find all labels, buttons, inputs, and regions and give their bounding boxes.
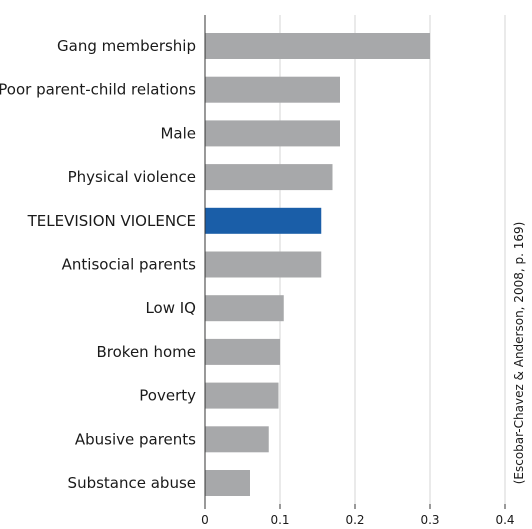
bar xyxy=(205,208,321,234)
category-label: Antisocial parents xyxy=(62,256,197,274)
x-tick-label: 0 xyxy=(201,513,209,527)
category-label: Gang membership xyxy=(57,37,196,55)
category-label: Poor parent-child relations xyxy=(0,81,196,99)
category-label: Male xyxy=(160,124,196,142)
x-tick-label: 0.4 xyxy=(495,513,514,527)
bars xyxy=(205,33,430,496)
category-labels: Gang membership Poor parent-child relatio… xyxy=(0,37,196,492)
bar xyxy=(205,339,280,365)
bar xyxy=(205,426,269,452)
bar xyxy=(205,383,279,409)
x-tick-label: 0.1 xyxy=(270,513,289,527)
bar xyxy=(205,164,333,190)
x-tick-label: 0.2 xyxy=(345,513,364,527)
category-label: Physical violence xyxy=(68,168,196,186)
category-label: Abusive parents xyxy=(75,430,196,448)
bar xyxy=(205,120,340,146)
bar xyxy=(205,252,321,278)
category-label: TELEVISION VIOLENCE xyxy=(27,212,196,230)
x-tick-label: 0.3 xyxy=(420,513,439,527)
bar xyxy=(205,33,430,59)
category-label: Broken home xyxy=(97,343,197,361)
category-label: Poverty xyxy=(139,387,196,405)
category-label: Low IQ xyxy=(145,299,196,317)
bar xyxy=(205,295,284,321)
category-label: Substance abuse xyxy=(68,474,196,492)
source-note: (Escobar-Chavez & Anderson, 2008, p. 169… xyxy=(512,222,526,485)
bar xyxy=(205,77,340,103)
bar xyxy=(205,470,250,496)
